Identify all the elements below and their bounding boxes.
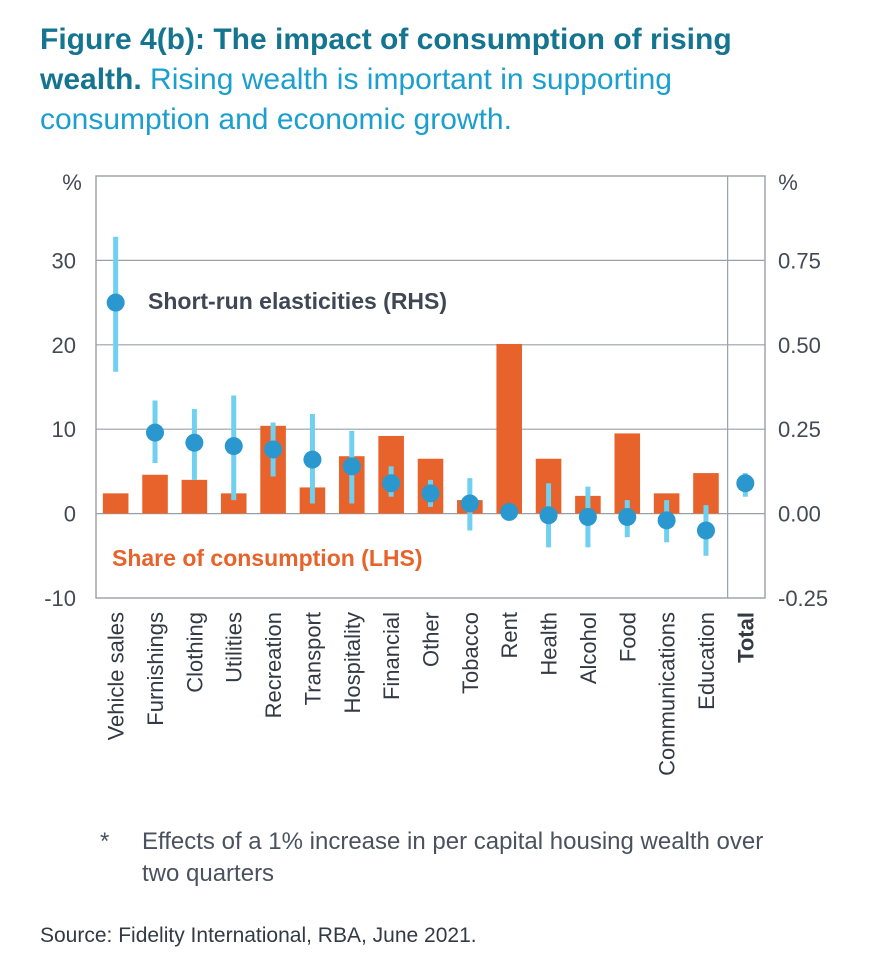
left-tick-label: 20 <box>52 333 76 358</box>
point-other <box>421 484 440 503</box>
left-axis-unit: % <box>62 170 82 195</box>
right-tick-label: 0.50 <box>778 333 821 358</box>
category-label: Communications <box>655 612 680 776</box>
category-label: Hospitality <box>340 612 365 713</box>
chart-title-bold: Figure 4(b): The impact of consumption o… <box>40 23 732 96</box>
category-label: Clothing <box>182 612 207 693</box>
footnote-marker: * <box>100 828 110 855</box>
point-furnishings <box>146 423 165 442</box>
category-label: Tobacco <box>458 612 483 694</box>
point-clothing <box>185 433 204 452</box>
bar-clothing <box>181 479 208 514</box>
point-communications <box>657 511 676 530</box>
point-tobacco <box>460 494 479 513</box>
right-tick-label: 0.75 <box>778 248 821 273</box>
bar-rent <box>496 343 522 514</box>
left-tick-label: 10 <box>52 417 76 442</box>
bar-utilities <box>220 493 247 514</box>
point-vehicle-sales <box>106 293 125 312</box>
category-label: Recreation <box>261 612 286 718</box>
category-label: Furnishings <box>143 612 168 726</box>
left-tick-label: -10 <box>44 586 76 611</box>
plot-border <box>95 175 766 599</box>
category-label: Financial <box>379 612 404 700</box>
category-labels: Vehicle sales Furnishings Clothing Utilitie… <box>104 612 759 776</box>
right-tick-label: 0.00 <box>778 502 821 527</box>
lhs-series-label: Share of consumption (LHS) <box>112 545 423 571</box>
category-label: Rent <box>497 612 522 658</box>
point-financial <box>382 474 401 493</box>
category-label: Transport <box>300 612 325 705</box>
category-label: Food <box>615 612 640 662</box>
category-label: Other <box>419 612 444 667</box>
point-recreation <box>264 440 283 459</box>
point-utilities <box>224 437 243 456</box>
bar-furnishings <box>142 474 168 514</box>
bar-vehicle-sales <box>102 493 129 514</box>
chart-title: Figure 4(b): The impact of consumption o… <box>40 20 840 140</box>
category-label: Education <box>694 612 719 710</box>
left-tick-label: 30 <box>52 248 76 273</box>
point-food <box>618 507 637 526</box>
plot-frame <box>95 175 766 599</box>
left-tick-label: 0 <box>64 502 76 527</box>
point-transport <box>303 450 322 469</box>
category-label: Utilities <box>222 612 247 683</box>
category-label: Vehicle sales <box>104 612 129 740</box>
category-label: Alcohol <box>576 612 601 684</box>
point-hospitality <box>342 457 361 476</box>
source-note: Source: Fidelity International, RBA, Jun… <box>40 924 477 947</box>
chart: 30 20 10 0 -10 0.75 0.50 0.25 0.00 -0.25 Vehicle… <box>44 170 828 776</box>
rhs-series-label: Short-run elasticities (RHS) <box>148 288 447 314</box>
point-total <box>736 474 755 493</box>
elasticity-points <box>106 293 755 540</box>
right-tick-label: -0.25 <box>778 586 828 611</box>
left-axis-ticks: 30 20 10 0 -10 <box>44 248 76 611</box>
category-label: Health <box>537 612 562 676</box>
right-axis-unit: % <box>778 170 798 195</box>
point-rent <box>500 502 519 521</box>
right-axis-ticks: 0.75 0.50 0.25 0.00 -0.25 <box>778 248 828 611</box>
category-label: Total <box>733 612 758 663</box>
footnote-text: Effects of a 1% increase in per capital … <box>142 828 764 887</box>
chart-title-rest: Rising wealth is important in supporting… <box>40 63 672 136</box>
point-alcohol <box>578 507 597 526</box>
point-health <box>539 506 558 525</box>
point-education <box>696 521 715 540</box>
right-tick-label: 0.25 <box>778 417 821 442</box>
